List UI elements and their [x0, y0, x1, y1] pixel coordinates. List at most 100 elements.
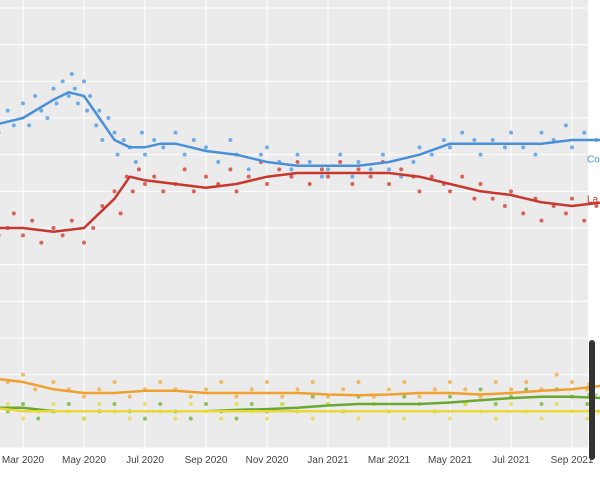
data-point [82, 394, 86, 399]
data-point [204, 174, 208, 179]
data-point [478, 152, 483, 157]
trend-line [0, 407, 600, 413]
x-tick-label: Jul 2021 [492, 455, 530, 466]
data-point [570, 196, 574, 201]
data-point [326, 174, 330, 179]
data-point [509, 387, 513, 392]
data-point [182, 167, 187, 172]
data-point [234, 416, 239, 421]
x-tick-label: Sep 2020 [185, 455, 228, 466]
scrollbar-thumb[interactable] [589, 340, 595, 460]
data-point [112, 380, 117, 384]
data-point [112, 189, 117, 194]
data-point [441, 138, 446, 142]
data-point [30, 218, 35, 223]
data-point [234, 394, 239, 399]
data-point [493, 402, 498, 406]
data-point [33, 387, 38, 392]
data-point [127, 416, 132, 421]
data-point [338, 152, 343, 157]
data-point [152, 174, 157, 179]
data-point [399, 167, 404, 172]
data-point [539, 416, 544, 421]
data-point [106, 116, 111, 120]
data-point [158, 380, 163, 384]
data-point [5, 402, 10, 406]
data-point [82, 79, 86, 84]
data-point [463, 402, 468, 406]
data-point [158, 402, 163, 406]
data-point [36, 416, 41, 421]
data-point [368, 174, 373, 179]
data-point [191, 138, 196, 142]
data-point [27, 123, 32, 128]
data-point [417, 189, 422, 194]
data-point [460, 174, 465, 179]
data-point [265, 380, 269, 384]
data-point [554, 402, 559, 406]
trend-line [0, 377, 600, 397]
data-point [91, 226, 96, 230]
grid [0, 0, 588, 449]
data-point [11, 123, 16, 128]
data-point [54, 101, 59, 106]
data-point [60, 79, 65, 84]
data-point [490, 196, 495, 201]
data-point [350, 174, 355, 179]
series-label: Co [587, 154, 600, 165]
data-point [463, 387, 468, 392]
data-point [265, 416, 269, 421]
data-point [121, 138, 126, 142]
data-point [75, 101, 80, 106]
data-point [521, 145, 526, 150]
data-point [280, 402, 285, 406]
data-point [204, 387, 208, 392]
data-point [228, 138, 233, 142]
data-point [341, 387, 346, 392]
data-point [502, 145, 507, 150]
data-point [97, 387, 102, 392]
data-point [289, 174, 294, 179]
data-point [94, 123, 99, 128]
data-point [246, 167, 251, 172]
data-point [387, 387, 391, 392]
data-point [524, 380, 529, 384]
data-point [402, 416, 407, 421]
data-point [66, 94, 71, 98]
data-point [173, 130, 178, 135]
data-point [570, 145, 574, 150]
data-point [188, 394, 193, 399]
data-point [139, 130, 144, 135]
trend-line [0, 171, 600, 233]
data-point [310, 394, 315, 399]
data-point [143, 152, 147, 157]
data-point [289, 167, 294, 172]
data-point [143, 416, 147, 421]
data-point [21, 372, 25, 377]
data-point [356, 160, 361, 164]
data-point [472, 196, 477, 201]
data-point [60, 233, 65, 238]
data-point [585, 402, 590, 406]
data-point [97, 108, 102, 113]
data-point [69, 218, 74, 223]
x-tick-label: Mar 2021 [368, 455, 411, 466]
data-point [118, 211, 123, 216]
data-point [429, 152, 434, 157]
data-point [521, 211, 526, 216]
data-point [21, 101, 25, 106]
x-tick-label: May 2020 [62, 455, 106, 466]
data-point [524, 387, 529, 392]
x-tick-label: May 2021 [428, 455, 472, 466]
data-point [295, 152, 300, 157]
data-point [448, 394, 452, 399]
data-point [246, 174, 251, 179]
data-point [234, 402, 239, 406]
data-point [417, 145, 422, 150]
data-point [69, 72, 74, 76]
plot-background [0, 0, 588, 448]
data-point [509, 402, 513, 406]
data-point [127, 394, 132, 399]
data-point [338, 160, 343, 164]
data-point [258, 152, 263, 157]
